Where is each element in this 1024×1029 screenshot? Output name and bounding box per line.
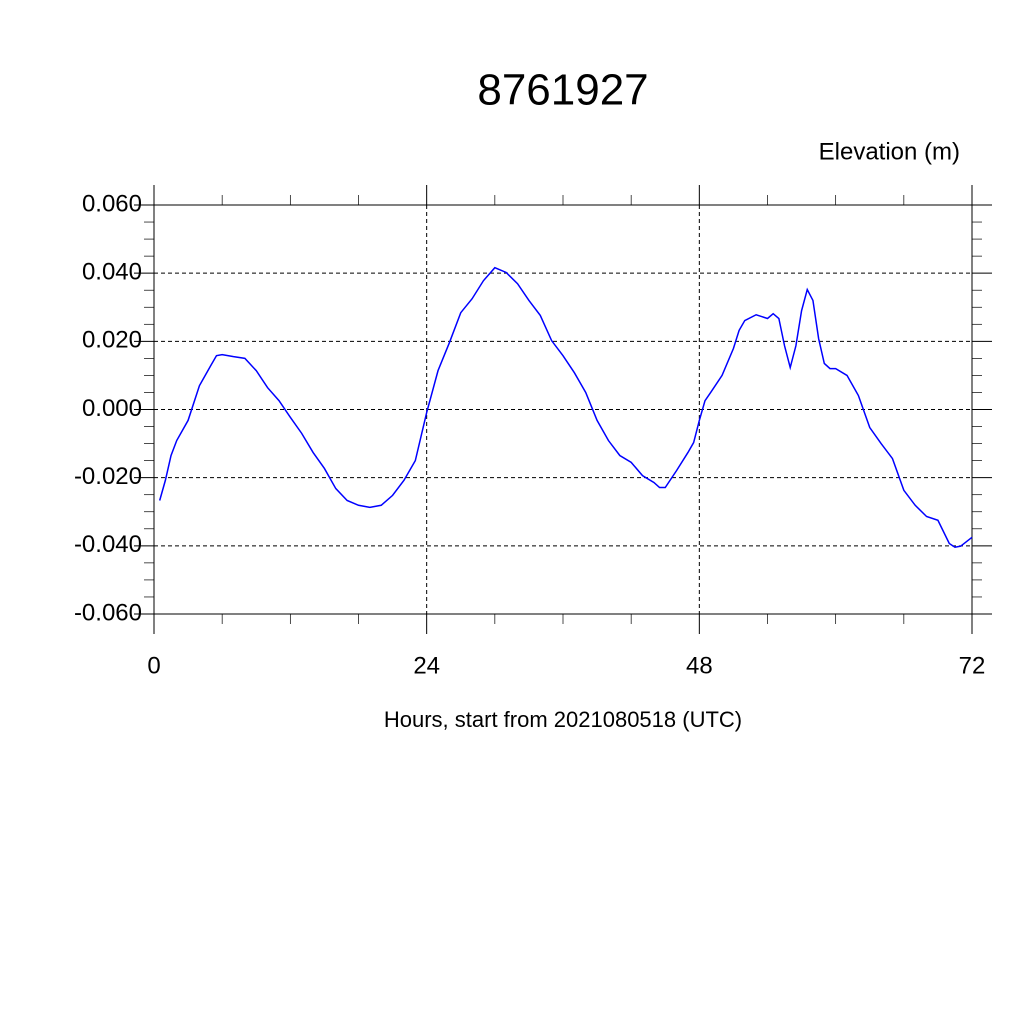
data-line: [158, 266, 973, 548]
y-tick-label: 0.000: [82, 395, 142, 422]
x-tick-label: 48: [686, 652, 713, 679]
x-axis-label: Hours, start from 2021080518 (UTC): [384, 707, 742, 732]
plot-frame: [153, 204, 973, 615]
y-tick-label: -0.040: [74, 531, 142, 558]
x-tick-label: 0: [147, 652, 160, 679]
y-tick-label: -0.060: [74, 599, 142, 626]
y-tick-label: 0.060: [82, 190, 142, 217]
chart-title: 8761927: [477, 66, 648, 115]
x-tick-label: 24: [413, 652, 440, 679]
x-tick-label: 72: [959, 652, 986, 679]
y-tick-label: 0.040: [82, 259, 142, 286]
y-tick-label: 0.020: [82, 327, 142, 354]
y-tick-label: -0.020: [74, 463, 142, 490]
y-axis-label: Elevation (m): [819, 138, 960, 165]
